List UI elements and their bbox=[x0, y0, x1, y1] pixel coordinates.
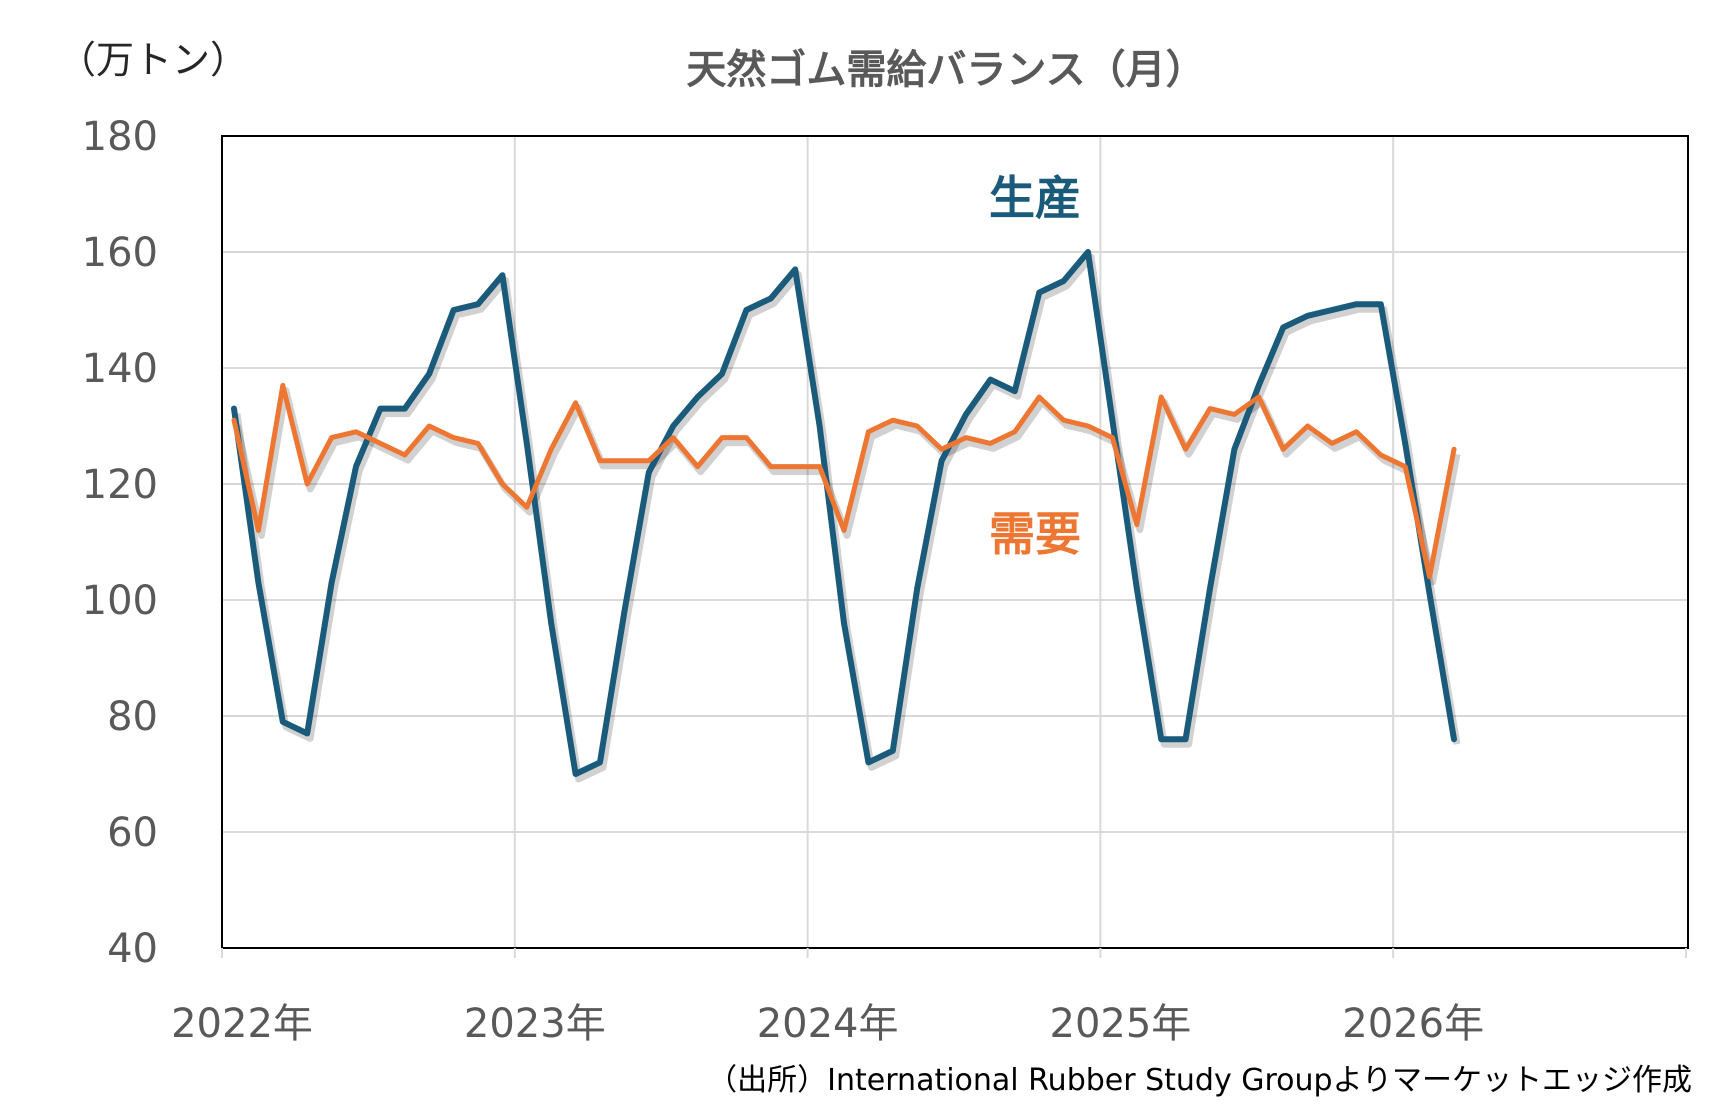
series-line-demand-shadow bbox=[233, 386, 1461, 586]
x-tick-label: 2023年 bbox=[464, 1001, 606, 1047]
x-tick-label: 2025年 bbox=[1050, 1001, 1192, 1047]
series-line-demand bbox=[231, 382, 1457, 580]
grid bbox=[222, 136, 1688, 948]
y-tick-label: 180 bbox=[82, 114, 158, 160]
series-lines bbox=[231, 249, 1461, 783]
series-label-demand: 需要 bbox=[989, 507, 1081, 561]
x-tick-label: 2022年 bbox=[171, 1001, 313, 1047]
y-tick-label: 140 bbox=[82, 346, 158, 392]
y-tick-label: 160 bbox=[82, 230, 158, 276]
plot-frame bbox=[221, 135, 1689, 949]
x-tick-label: 2024年 bbox=[757, 1001, 899, 1047]
unit-label: （万トン） bbox=[58, 38, 248, 82]
y-tick-label: 120 bbox=[82, 462, 158, 508]
y-tick-label: 80 bbox=[107, 694, 158, 740]
y-tick-label: 40 bbox=[107, 926, 158, 972]
series-line-production bbox=[231, 249, 1457, 777]
source-note: （出所）International Rubber Study Groupよりマー… bbox=[707, 1063, 1692, 1098]
x-tick-label: 2026年 bbox=[1342, 1001, 1484, 1047]
y-tick-label: 60 bbox=[107, 810, 158, 856]
x-axis-ticks: 2022年 2023年 2024年 2025年 2026年 bbox=[171, 948, 1687, 1047]
chart-title: 天然ゴム需給バランス（月） bbox=[686, 47, 1205, 93]
y-tick-label: 100 bbox=[82, 578, 158, 624]
series-label-production: 生産 bbox=[989, 171, 1081, 225]
y-axis-ticks: 180 160 140 120 100 80 60 40 bbox=[82, 114, 158, 972]
